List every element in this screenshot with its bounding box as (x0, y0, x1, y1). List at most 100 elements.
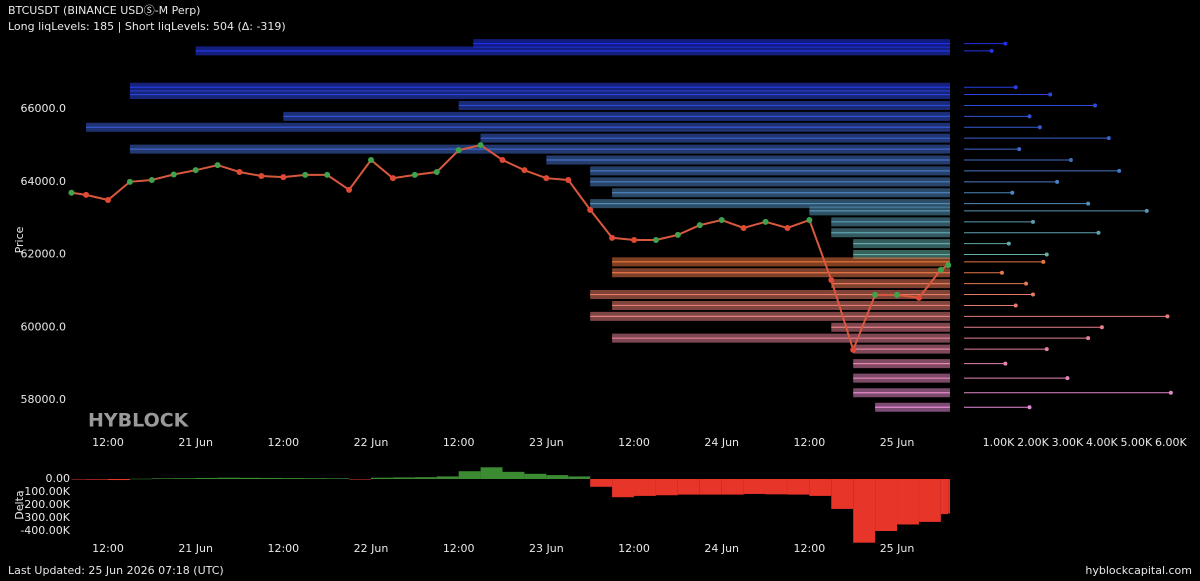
liq-size-dot (1055, 179, 1060, 184)
delta-bar (765, 479, 788, 495)
delta-bar (940, 479, 949, 515)
delta-bar (948, 479, 950, 514)
x-tick-label: 12:00 (92, 542, 124, 555)
price-marker (433, 169, 440, 175)
x-tick-label: 25 Jun (880, 542, 915, 555)
price-marker (762, 218, 769, 225)
x-tick-label: 6.00K (1155, 436, 1187, 449)
price-marker (126, 178, 133, 185)
liq-size-dot (1003, 41, 1008, 46)
liq-size-dot (1086, 336, 1091, 341)
watermark: HYBLOCK (88, 410, 190, 432)
liq-size-dot (1044, 252, 1049, 257)
delta-bar (71, 479, 87, 480)
liq-size-dot (1024, 281, 1029, 286)
price-line (71, 144, 949, 353)
delta-bar (107, 479, 130, 481)
delta-bar (371, 477, 393, 479)
delta-bar (217, 477, 240, 479)
price-marker (280, 174, 287, 181)
price-marker (68, 189, 75, 196)
y-axis-label: Delta (13, 490, 26, 519)
plot-layer: 58000.0 60000.0 62000.0 64000.0 66000.0 12:00… (20, 39, 1187, 555)
delta-bar (721, 479, 744, 495)
x-tick-label: 12:00 (618, 436, 650, 449)
y-tick-label: -200.00K (20, 498, 70, 511)
liq-size-dot (1037, 125, 1042, 130)
y-tick-label: -400.00K (20, 524, 70, 537)
price-marker (192, 167, 199, 174)
price-marker (455, 147, 462, 154)
y-tick-label: 58000.0 (21, 393, 67, 406)
price-marker (258, 173, 265, 179)
price-marker (828, 277, 835, 283)
delta-bar (458, 471, 481, 479)
price-marker (236, 169, 243, 175)
delta-bar (875, 479, 898, 531)
price-marker (499, 157, 506, 163)
delta-bar (918, 479, 941, 522)
price-marker (806, 217, 813, 223)
liq-size-dot (1168, 390, 1173, 395)
price-marker (346, 186, 353, 193)
liq-size-dot (1165, 314, 1170, 319)
delta-bar (239, 477, 262, 479)
x-tick-label: 23 Jun (529, 542, 564, 555)
x-tick-label: 22 Jun (354, 436, 389, 449)
delta-bar (546, 475, 569, 479)
delta-bar (305, 478, 328, 479)
liq-size-dot (989, 48, 994, 53)
price-marker (543, 175, 550, 182)
x-tick-label: 4.00K (1086, 436, 1118, 449)
liq-size-dot (1030, 219, 1035, 224)
chart-subtitle: Long liqLevels: 185 | Short liqLevels: 5… (8, 20, 286, 33)
delta-bar (612, 479, 635, 498)
liq-size-dot (1044, 347, 1049, 352)
x-tick-label: 25 Jun (880, 436, 915, 449)
x-tick-label: 1.00K (983, 436, 1015, 449)
delta-bar (809, 479, 832, 496)
price-marker (521, 167, 528, 174)
delta-bar (283, 478, 306, 479)
delta-bar (129, 478, 152, 480)
delta-bar (699, 479, 722, 495)
x-tick-label: 22 Jun (354, 542, 389, 555)
y-tick-label: 66000.0 (21, 102, 67, 115)
delta-bar (831, 479, 854, 509)
delta-bar (261, 477, 284, 479)
price-marker (83, 191, 90, 198)
delta-bar (590, 479, 613, 487)
liq-size-dot (1041, 259, 1046, 264)
y-tick-label: 64000.0 (21, 175, 67, 188)
delta-bar (480, 467, 503, 479)
delta-bar (524, 473, 547, 479)
price-marker (411, 171, 418, 178)
price-marker (324, 171, 331, 178)
x-tick-label: 12:00 (618, 542, 650, 555)
liq-size-dot (1013, 303, 1018, 308)
delta-bar (173, 478, 196, 479)
x-tick-label: 12:00 (794, 542, 826, 555)
delta-bar (787, 479, 810, 495)
delta-bar (853, 479, 876, 543)
liq-size-dot (1068, 158, 1073, 162)
delta-bar (743, 479, 766, 494)
y-tick-label: 0.00 (46, 472, 71, 485)
price-marker (945, 262, 952, 269)
delta-bar (195, 477, 218, 479)
liq-size-dot (1065, 376, 1070, 381)
x-tick-label: 12:00 (794, 436, 826, 449)
x-tick-label: 21 Jun (178, 436, 213, 449)
x-tick-label: 21 Jun (178, 542, 213, 555)
liq-size-dot (1093, 103, 1098, 108)
price-marker (652, 237, 659, 243)
delta-bar (502, 471, 525, 479)
price-marker (696, 222, 703, 229)
price-marker (784, 225, 791, 231)
price-marker (104, 197, 111, 203)
price-marker (894, 291, 901, 298)
y-tick-label: -300.00K (20, 511, 70, 524)
y-tick-label: 60000.0 (21, 320, 67, 333)
liq-size-dot (1096, 230, 1101, 235)
